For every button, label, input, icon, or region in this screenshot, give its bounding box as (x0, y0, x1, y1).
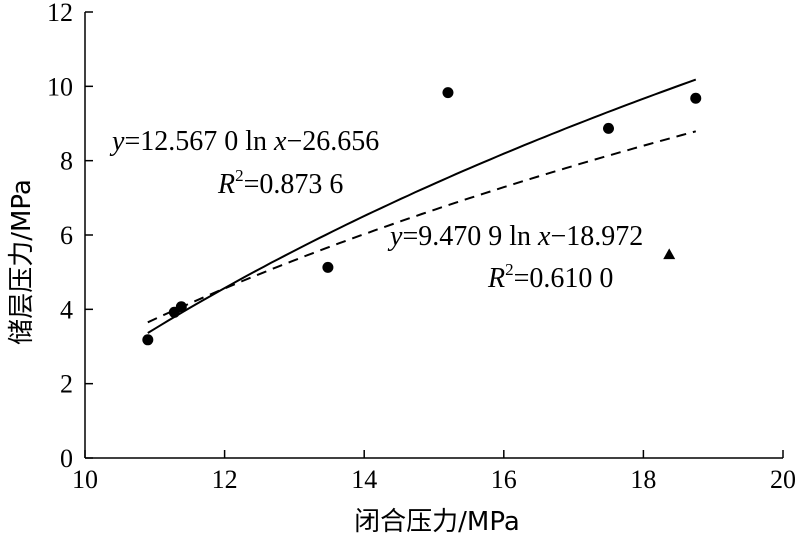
fit-2-r2: R2=0.610 0 (487, 260, 613, 294)
y-tick-label: 0 (60, 444, 73, 473)
fit-2-eq-y: y (387, 221, 403, 252)
fit-2-r2-symbol: R (487, 263, 505, 294)
circle-point (442, 87, 454, 99)
fit-1-equation: y=12.567 0 ln x−26.656 (109, 126, 379, 157)
fit-1-eq-y: y (109, 126, 125, 157)
y-tick-label: 4 (60, 295, 73, 324)
y-tick-label: 8 (60, 147, 73, 176)
fit-1-eq-x: x (273, 126, 287, 157)
y-tick-label: 12 (47, 0, 73, 27)
fit-2-eq-end: −18.972 (550, 221, 643, 252)
fit-2-equation: y=9.470 9 ln x−18.972 (387, 221, 643, 252)
y-tick-label: 2 (60, 370, 73, 399)
y-tick-label: 10 (47, 72, 73, 101)
x-tick-label: 14 (351, 465, 377, 494)
fit-2-r2-value: =0.610 0 (514, 263, 614, 294)
fit-2-r2-sup: 2 (505, 260, 514, 279)
circle-point (603, 122, 614, 134)
fit-1-r2-sup: 2 (235, 166, 244, 185)
fit-lines (147, 78, 697, 334)
x-tick-label: 10 (72, 465, 98, 494)
data-points (142, 87, 702, 346)
x-tick-label: 18 (630, 465, 656, 494)
y-tick-label: 6 (60, 221, 73, 250)
circle-point (175, 301, 187, 313)
fit-2-eq-mid: =9.470 9 ln (402, 221, 538, 252)
fit-1-r2-value: =0.873 6 (244, 169, 344, 200)
fit-1-r2: R2=0.873 6 (217, 166, 343, 200)
y-axis-title: 储层压力/MPa (7, 179, 37, 345)
circle-point (690, 92, 702, 104)
fit-2-eq-x: x (537, 221, 551, 252)
x-tick-label: 12 (212, 465, 238, 494)
axes: 10 12 14 16 18 20 0 2 4 6 8 10 12 (47, 0, 796, 494)
circle-point (142, 334, 154, 346)
fit-1-r2-symbol: R (217, 169, 235, 200)
fit-1-eq-end: −26.656 (286, 126, 379, 157)
circle-point (322, 261, 334, 273)
fit-line-2 (147, 130, 697, 324)
fit-1-eq-mid: =12.567 0 ln (124, 126, 274, 157)
x-tick-label: 16 (491, 465, 517, 494)
x-tick-label: 20 (770, 465, 796, 494)
x-axis-title: 闭合压力/MPa (354, 507, 520, 537)
fit-line-1 (147, 78, 697, 334)
triangle-point (663, 248, 676, 260)
